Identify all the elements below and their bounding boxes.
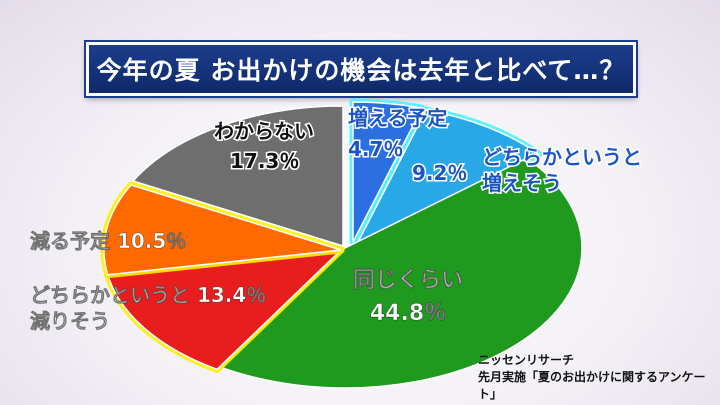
pie-slice-0 — [352, 101, 424, 243]
pie-slice-2 — [219, 157, 583, 389]
slice-label-0: 増える予定 — [348, 106, 447, 130]
slice-label-2: 同じくらい — [353, 268, 463, 293]
chart-title-bar: 今年の夏 お出かけの機会は去年と比べて…？ — [86, 42, 636, 96]
chart-title: 今年の夏 お出かけの機会は去年と比べて…？ — [96, 56, 626, 85]
slice-label-4-0-0: 減る予定 10.5％ — [30, 229, 186, 253]
slice-label-1-1-0: どちらかというと — [482, 145, 642, 169]
slice-label-3-0-0: どちらかというと 13.4％ — [30, 283, 266, 307]
source-survey: 先月実施「夏のお出かけに関するアンケート」 — [478, 370, 706, 401]
pie-slice-3 — [106, 249, 344, 371]
pie-slice-1 — [355, 109, 541, 246]
slice-label-1-1-1: 増えそう — [482, 171, 562, 195]
slice-value-0: 4.7％ — [348, 137, 403, 161]
slice-value-2: 44.8％ — [370, 301, 446, 326]
source-company: ニッセンリサーチ — [478, 353, 575, 367]
pie-slice-4 — [103, 184, 342, 276]
pie-slice-5 — [131, 105, 344, 248]
slice-value-1: 9.2％ — [412, 161, 467, 185]
source-note: ニッセンリサーチ 先月実施「夏のお出かけに関するアンケート」 — [478, 352, 720, 403]
slice-label-3-0-1: 減りそう — [30, 309, 110, 333]
slice-value-5: 17.3％ — [230, 149, 299, 173]
slice-label-5: わからない — [214, 119, 314, 143]
